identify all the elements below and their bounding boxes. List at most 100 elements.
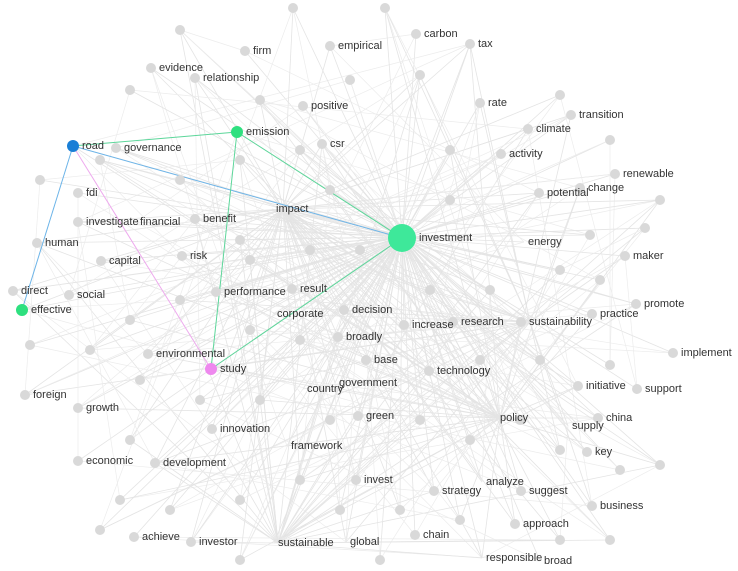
node-label: implement: [681, 347, 732, 359]
node: [615, 465, 625, 475]
node: [111, 143, 121, 153]
node: [295, 475, 305, 485]
node-label: study: [220, 363, 247, 375]
node: [610, 169, 620, 179]
edge: [244, 50, 540, 194]
node: [555, 90, 565, 100]
edge: [384, 7, 403, 238]
node: [195, 395, 205, 405]
edge: [299, 321, 531, 481]
node: [465, 435, 475, 445]
node: [8, 286, 18, 296]
edge: [119, 236, 403, 501]
edge: [277, 370, 430, 544]
node: [231, 126, 243, 138]
node: [115, 495, 125, 505]
edge: [401, 102, 481, 238]
node: [325, 415, 335, 425]
node-label: financial: [140, 216, 180, 228]
edge: [68, 74, 421, 296]
node-label: empirical: [338, 40, 382, 52]
node: [515, 415, 525, 425]
edge: [239, 236, 403, 561]
highlight-edge: [210, 131, 238, 370]
edge: [365, 236, 403, 361]
node-label: analyze: [486, 476, 524, 488]
node-label: supply: [572, 420, 604, 432]
node: [582, 447, 592, 457]
edge: [277, 539, 611, 544]
edge: [282, 208, 345, 311]
edge: [239, 313, 274, 501]
node-label: practice: [600, 308, 639, 320]
edge: [559, 227, 646, 271]
edge: [329, 45, 525, 243]
node: [485, 285, 495, 295]
edge: [99, 236, 403, 531]
node: [575, 183, 585, 193]
node: [353, 411, 363, 421]
edge: [309, 33, 417, 251]
edge: [529, 321, 593, 507]
edge: [154, 462, 279, 544]
node: [631, 299, 641, 309]
edge: [495, 417, 561, 451]
node-label: chain: [423, 529, 449, 541]
edge: [282, 208, 637, 305]
edge: [133, 536, 561, 541]
edge: [529, 321, 561, 451]
node-label: environmental: [156, 348, 225, 360]
node-label: potential: [547, 187, 589, 199]
nodes: carbon tax firm empirical evidencerelationsh…: [8, 3, 732, 567]
edge: [199, 236, 403, 401]
edge: [309, 249, 611, 541]
edge: [99, 321, 531, 531]
node: [125, 85, 135, 95]
edge: [12, 208, 284, 292]
node: [640, 223, 650, 233]
edge: [36, 242, 279, 544]
edge: [399, 417, 497, 511]
node: [235, 555, 245, 565]
edge: [401, 199, 661, 238]
edge: [99, 159, 501, 419]
node: [555, 535, 565, 545]
node: [295, 145, 305, 155]
node: [73, 188, 83, 198]
node: [595, 275, 605, 285]
edge: [259, 99, 581, 189]
node: [395, 505, 405, 515]
node: [16, 304, 28, 316]
edge: [190, 236, 403, 543]
edge: [459, 417, 501, 521]
node-label: green: [366, 410, 394, 422]
edge: [21, 236, 403, 311]
edge: [401, 236, 611, 541]
edge: [499, 187, 581, 419]
node: [415, 415, 425, 425]
edge: [179, 299, 279, 544]
edge: [282, 208, 361, 251]
node-label: growth: [86, 402, 119, 414]
edge: [129, 255, 183, 321]
edge: [194, 77, 403, 238]
edge: [72, 43, 471, 147]
edge: [68, 89, 131, 296]
node: [465, 39, 475, 49]
edge: [469, 43, 501, 419]
edges: [12, 7, 674, 562]
edge: [384, 7, 521, 421]
node: [245, 325, 255, 335]
edge: [210, 368, 599, 419]
edge: [154, 321, 531, 464]
node-label: foreign: [33, 389, 67, 401]
edge: [24, 236, 403, 396]
node: [411, 29, 421, 39]
edge: [194, 218, 531, 323]
node-label: effective: [31, 304, 72, 316]
edge: [239, 159, 284, 210]
node: [175, 175, 185, 185]
edge: [401, 236, 599, 419]
edge: [169, 208, 284, 511]
